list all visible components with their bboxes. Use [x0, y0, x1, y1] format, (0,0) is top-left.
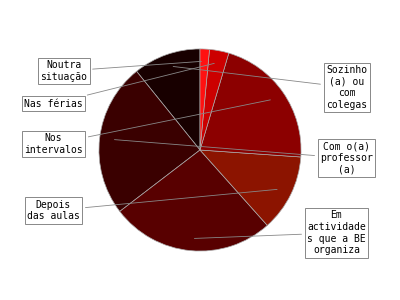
Wedge shape	[200, 53, 301, 157]
Wedge shape	[200, 150, 301, 225]
Wedge shape	[136, 49, 200, 150]
Text: Em
actividade
s que a BE
organiza: Em actividade s que a BE organiza	[194, 211, 366, 255]
Wedge shape	[200, 49, 210, 150]
Wedge shape	[120, 150, 267, 251]
Wedge shape	[99, 71, 200, 212]
Text: Nos
intervalos: Nos intervalos	[24, 100, 270, 155]
Text: Nas férias: Nas férias	[24, 63, 214, 109]
Text: Sozinho
(a) ou
com
colegas: Sozinho (a) ou com colegas	[173, 65, 367, 110]
Text: Depois
das aulas: Depois das aulas	[27, 189, 277, 221]
Text: Com o(a)
professor
(a): Com o(a) professor (a)	[114, 140, 373, 175]
Text: Noutra
situação: Noutra situação	[40, 60, 202, 82]
Wedge shape	[200, 50, 229, 150]
